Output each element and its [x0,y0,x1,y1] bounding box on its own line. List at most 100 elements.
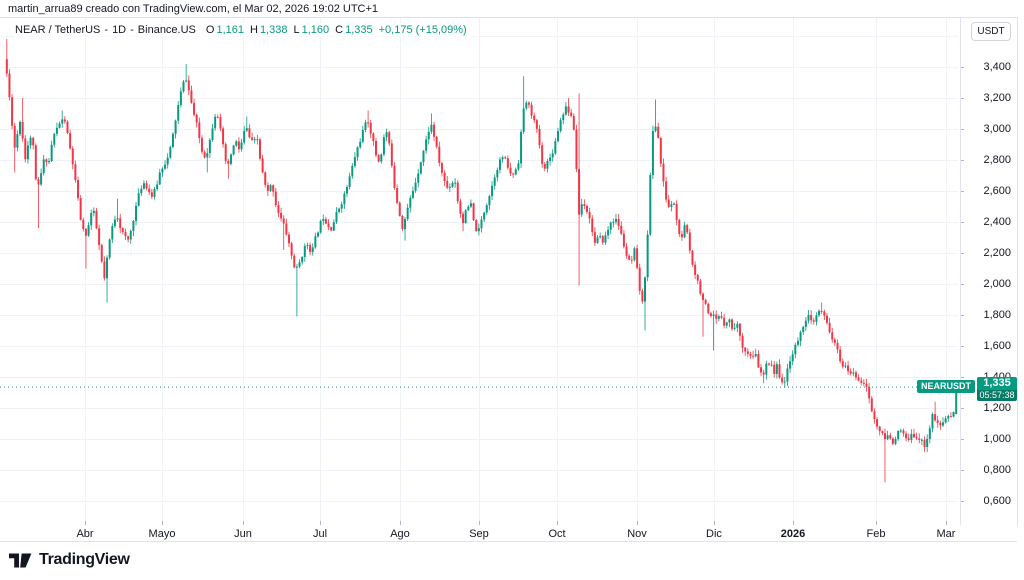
price-tick-label: 3,200 [983,92,1011,104]
candle-body [287,234,290,244]
candle-body [559,120,562,132]
candle-body [298,262,301,267]
price-tick-label: 2,000 [983,278,1011,290]
price-tick-label: 1,600 [983,340,1011,352]
candle-body [683,225,686,238]
candle-body [694,264,697,275]
candle-body [944,418,947,423]
candle-body [309,244,312,252]
candle-body [570,112,573,117]
candle-body [224,144,227,161]
candle-body [79,198,82,220]
candle-body [433,124,436,137]
chart-pane[interactable]: NEAR / TetherUS -1D - Binance.US O 1,161 H 1,33… [0,17,1018,526]
candle-body [129,230,132,240]
candle-body [462,213,465,224]
candle-body [854,372,857,378]
candle-body [406,207,409,220]
tradingview-brand-link[interactable]: TradingView [9,551,130,569]
candle-body [493,177,496,186]
price-axis[interactable]: 3,400 3,200 3,000 2,800 2,600 2,400 2,200 2,000… [960,18,1018,526]
candle-body [833,339,836,343]
candle-body [351,165,354,177]
candle-body [272,185,275,192]
candle-body [527,102,530,105]
candle-body [783,381,786,383]
high-value: 1,338 [259,24,288,36]
candle-body [628,255,631,260]
candle-body [29,137,32,146]
candle-body [427,131,430,140]
candle-body [359,141,362,148]
close-value: 1,335 [345,24,373,36]
candle-body [641,290,644,302]
candle-body [506,158,509,168]
candle-body [696,274,699,281]
candle-body [87,225,90,236]
candle-body [936,420,939,423]
candle-body [934,414,937,421]
candle-body [609,222,612,230]
candle-body [649,175,652,235]
month-label-sep: Sep [469,528,489,540]
candle-body [905,433,908,439]
time-axis[interactable]: Abr Mayo Jun Jul Ago Sep Oct Nov Dic 2026 Feb Mar [0,525,1017,542]
candle-body [316,232,319,237]
candle-body [269,185,272,191]
candle-body [385,132,388,138]
price-tick-label: 3,400 [983,61,1011,73]
currency-unit-button[interactable]: USDT [971,22,1011,41]
candle-body [153,188,156,197]
candle-body [438,146,441,164]
candle-body [760,367,763,373]
candle-body [812,320,815,322]
candle-body [71,148,74,165]
candle-body [372,133,375,142]
candle-body [135,205,138,222]
candle-body [190,90,193,103]
candle-body [156,184,159,189]
candle-body [712,314,715,316]
candle-body [82,219,85,229]
candle-body [504,157,507,159]
price-tick-label: 1,200 [983,402,1011,414]
candle-body [330,227,333,231]
tradingview-logo-icon [9,553,32,567]
candle-body [538,128,541,146]
candle-body [617,218,620,226]
candle-body [818,310,821,316]
candle-body [108,239,111,258]
candle-body [638,267,641,291]
candle-body [243,130,246,143]
candle-body [614,218,617,222]
candle-body [375,141,378,156]
candle-body [166,157,169,165]
price-tick-label: 0,800 [983,464,1011,476]
candle-body [306,244,309,246]
candle-body [414,182,417,191]
candle-body [844,365,847,367]
candle-body [894,438,897,444]
candle-body [142,183,145,189]
candle-body [303,245,306,257]
candle-body [731,319,734,329]
candle-body [116,218,119,220]
candle-body [248,128,251,138]
candle-body [232,145,235,155]
candle-body [77,180,80,199]
candle-body [491,185,494,197]
attribution-text: martin_arrua89 creado con TradingView.co… [8,3,379,15]
candle-body [119,218,122,229]
candle-body [889,435,892,439]
candlestick-chart[interactable] [0,18,1017,526]
candle-body [675,203,678,220]
low-label: L [293,24,300,36]
candle-body [264,172,267,185]
candle-body [61,119,64,124]
candle-body [95,210,98,229]
candle-body [121,228,124,232]
high-label: H [249,24,258,36]
candle-body [258,139,261,159]
close-label: C [335,24,344,36]
candle-body [644,277,647,302]
